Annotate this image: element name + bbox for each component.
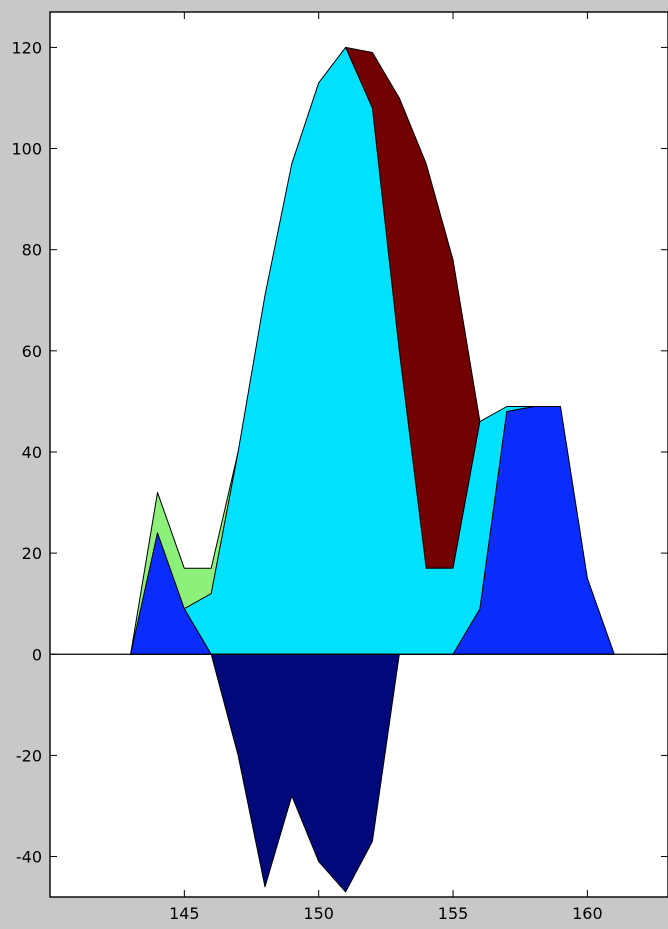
y-tick-label: -20: [16, 746, 42, 765]
plot-frame: [49, 11, 668, 898]
x-tick-label: 150: [303, 904, 334, 923]
y-tick-label: 80: [22, 241, 42, 260]
y-tick-label: 100: [11, 140, 42, 159]
y-tick-label: -40: [16, 848, 42, 867]
y-tick-label: 0: [32, 645, 42, 664]
x-tick-label: 155: [438, 904, 469, 923]
series-layer: [130, 46, 615, 893]
x-tick-label: 145: [169, 904, 200, 923]
y-tick-label: 120: [11, 38, 42, 57]
area-series-4: [210, 653, 400, 893]
y-tick-label: 40: [22, 443, 42, 462]
axes-layer: 145 150 155 160 -40 -20 0 20 40 60 80 100 120: [11, 12, 668, 923]
y-tick-label: 20: [22, 544, 42, 563]
y-tick-label: 60: [22, 342, 42, 361]
x-tick-label: 160: [572, 904, 603, 923]
area-series-3: [183, 46, 535, 655]
